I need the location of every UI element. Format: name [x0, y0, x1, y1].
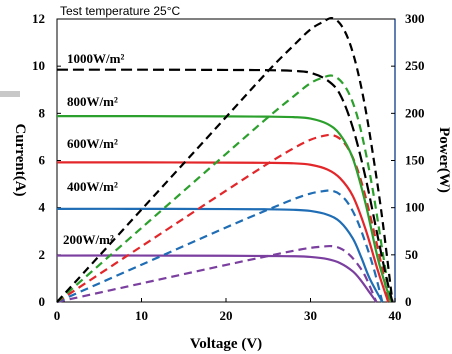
x-tick-label: 10: [135, 308, 148, 323]
left-tick-label: 2: [39, 247, 46, 262]
x-tick-label: 30: [304, 308, 317, 323]
series-label-3: 400W/m²: [67, 179, 118, 194]
series-label-4: 200W/m²: [63, 232, 114, 247]
test-temperature-note: Test temperature 25°C: [60, 4, 181, 18]
power-curve-0: [56, 16, 394, 303]
left-tick-label: 10: [32, 58, 45, 73]
left-tick-label: 4: [39, 200, 46, 215]
x-axis-title: Voltage (V): [190, 336, 262, 352]
left-tick-label: 6: [39, 153, 46, 168]
power-curve-1: [56, 74, 392, 303]
right-tick-label: 150: [405, 153, 425, 168]
right-tick-label: 250: [405, 58, 425, 73]
x-tick-label: 20: [220, 308, 233, 323]
series-layer: [56, 16, 394, 304]
right-tick-label: 300: [405, 11, 425, 26]
series-labels: 1000W/m² 800W/m² 600W/m² 400W/m² 200W/m²: [63, 51, 124, 247]
current-curve-4: [56, 254, 378, 303]
left-tick-label: 12: [32, 11, 45, 26]
series-label-0: 1000W/m²: [67, 51, 124, 66]
power-curve-4: [56, 244, 378, 304]
current-curve-0: [56, 68, 394, 303]
power-curve-2: [56, 133, 390, 303]
left-axis-title: Current(A): [12, 123, 28, 196]
right-tick-label: 100: [405, 200, 425, 215]
current-curve-3: [56, 207, 384, 303]
right-axis-title: Power(W): [436, 127, 452, 193]
right-tick-label: 200: [405, 105, 425, 120]
series-label-2: 600W/m²: [67, 136, 118, 151]
left-tick-label: 8: [39, 105, 46, 120]
left-tick-label: 0: [39, 294, 46, 309]
power-curve-3: [56, 189, 384, 304]
x-tick-label: 40: [389, 308, 402, 323]
series-label-1: 800W/m²: [67, 94, 118, 109]
right-tick-label: 0: [405, 294, 412, 309]
edge-mark: [0, 91, 20, 97]
current-curve-2: [56, 161, 390, 303]
x-tick-label: 0: [54, 308, 61, 323]
right-tick-label: 50: [405, 247, 418, 262]
current-curve-1: [56, 115, 392, 303]
